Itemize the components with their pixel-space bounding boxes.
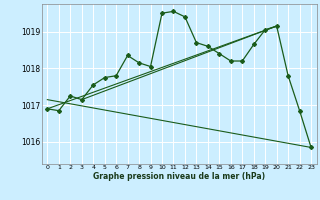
X-axis label: Graphe pression niveau de la mer (hPa): Graphe pression niveau de la mer (hPa)	[93, 172, 265, 181]
